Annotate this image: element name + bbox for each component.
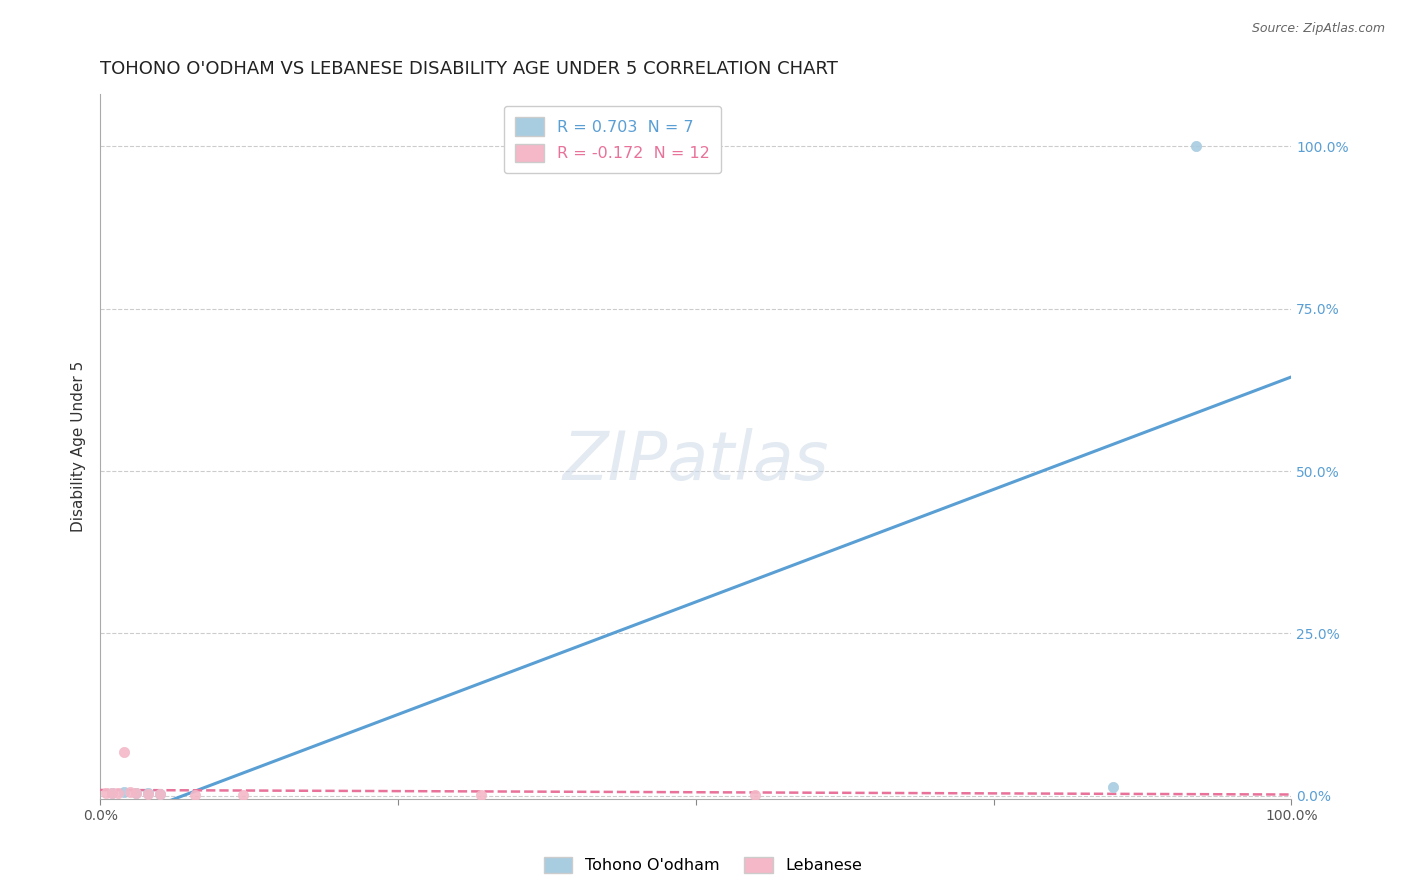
- Point: [470, 788, 492, 802]
- Point: [101, 786, 124, 800]
- Text: Source: ZipAtlas.com: Source: ZipAtlas.com: [1251, 22, 1385, 36]
- Point: [94, 786, 117, 800]
- Legend: R = 0.703  N = 7, R = -0.172  N = 12: R = 0.703 N = 7, R = -0.172 N = 12: [503, 106, 721, 173]
- Point: [118, 785, 141, 799]
- Text: TOHONO O'ODHAM VS LEBANESE DISABILITY AGE UNDER 5 CORRELATION CHART: TOHONO O'ODHAM VS LEBANESE DISABILITY AG…: [100, 60, 838, 78]
- Y-axis label: Disability Age Under 5: Disability Age Under 5: [72, 361, 86, 533]
- Point: [1101, 780, 1123, 795]
- Point: [1185, 139, 1208, 153]
- Point: [125, 786, 148, 800]
- Point: [744, 788, 766, 802]
- Point: [232, 788, 254, 802]
- Point: [125, 786, 148, 800]
- Legend: Tohono O'odham, Lebanese: Tohono O'odham, Lebanese: [537, 850, 869, 880]
- Point: [136, 786, 159, 800]
- Point: [149, 787, 172, 801]
- Point: [149, 787, 172, 801]
- Point: [136, 787, 159, 801]
- Point: [184, 788, 207, 802]
- Point: [112, 785, 135, 799]
- Point: [101, 786, 124, 800]
- Point: [107, 786, 129, 800]
- Text: ZIPatlas: ZIPatlas: [562, 428, 830, 494]
- Point: [112, 745, 135, 759]
